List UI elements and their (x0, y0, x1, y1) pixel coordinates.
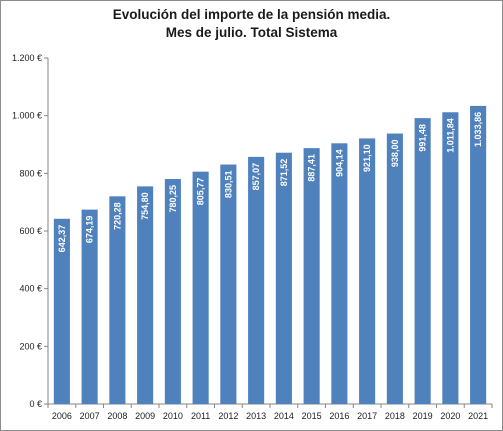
bar (220, 164, 237, 404)
x-tick-label: 2006 (52, 411, 72, 421)
bar-value-label: 674,19 (85, 216, 95, 244)
x-tick-label: 2008 (107, 411, 127, 421)
x-tick-label: 2017 (357, 411, 377, 421)
x-tick-label: 2009 (135, 411, 155, 421)
bar-value-label: 754,80 (140, 192, 150, 220)
y-tick-label: 600 € (19, 226, 42, 236)
x-tick-label: 2012 (218, 411, 238, 421)
bar-value-label: 830,51 (223, 171, 233, 199)
chart-title-line-1: Evolución del importe de la pensión medi… (112, 7, 391, 22)
bar-value-label: 991,48 (418, 124, 428, 152)
value-labels: 642,37 674,19 720,28 754,80 780,25 805,77 830,… (57, 112, 483, 252)
bar-value-label: 642,37 (57, 225, 67, 253)
bar-value-label: 805,77 (196, 178, 206, 206)
x-tick-label: 2016 (329, 411, 349, 421)
x-tick-label: 2015 (302, 411, 322, 421)
bar (386, 133, 403, 404)
bar (109, 196, 126, 404)
bar (137, 186, 154, 404)
x-tick-label: 2018 (385, 411, 405, 421)
bar (470, 105, 487, 405)
x-tick-label: 2011 (191, 411, 210, 421)
y-tick-label: 1.200 € (12, 53, 42, 63)
y-tick-label: 800 € (19, 168, 42, 178)
chart-title-line-2: Mes de julio. Total Sistema (165, 25, 338, 40)
bar (81, 209, 98, 404)
bar-value-label: 938,00 (390, 140, 400, 168)
y-tick-label: 400 € (19, 284, 42, 294)
bar-value-label: 1.033,86 (473, 112, 483, 147)
x-tick-label: 2014 (274, 411, 294, 421)
bar (164, 179, 181, 404)
x-axis: 2006 2007 2008 2009 2010 2011 2012 2013 2014 2015… (47, 403, 493, 421)
bar (359, 138, 376, 404)
bar (192, 171, 209, 404)
bar-value-label: 921,10 (362, 144, 372, 172)
bar-value-label: 871,52 (279, 159, 289, 187)
bar (303, 148, 320, 404)
bar-value-label: 780,25 (168, 185, 178, 213)
bars (53, 105, 487, 405)
bar-value-label: 904,14 (334, 149, 344, 177)
x-tick-label: 2021 (468, 411, 488, 421)
x-tick-label: 2020 (440, 411, 460, 421)
x-tick-label: 2010 (163, 411, 183, 421)
bar (414, 118, 431, 405)
bar-value-label: 857,07 (251, 163, 261, 191)
x-tick-label: 2007 (80, 411, 100, 421)
y-tick-label: 200 € (19, 341, 42, 351)
bar (331, 143, 348, 404)
x-tick-label: 2019 (413, 411, 433, 421)
y-tick-label: 0 € (29, 399, 42, 409)
bar (53, 218, 70, 404)
y-tick-label: 1.000 € (12, 111, 42, 121)
x-tick-label: 2013 (246, 411, 266, 421)
bar-value-label: 887,41 (307, 154, 317, 182)
bar (248, 156, 265, 404)
bar (275, 152, 292, 404)
y-axis: 0 € 200 € 400 € 600 € 800 € 1.000 € 1.200 € (12, 53, 49, 409)
chart-title: Evolución del importe de la pensión medi… (0, 6, 503, 42)
bar (442, 112, 459, 404)
bar-value-label: 720,28 (112, 202, 122, 230)
bar-value-label: 1.011,84 (445, 118, 455, 153)
